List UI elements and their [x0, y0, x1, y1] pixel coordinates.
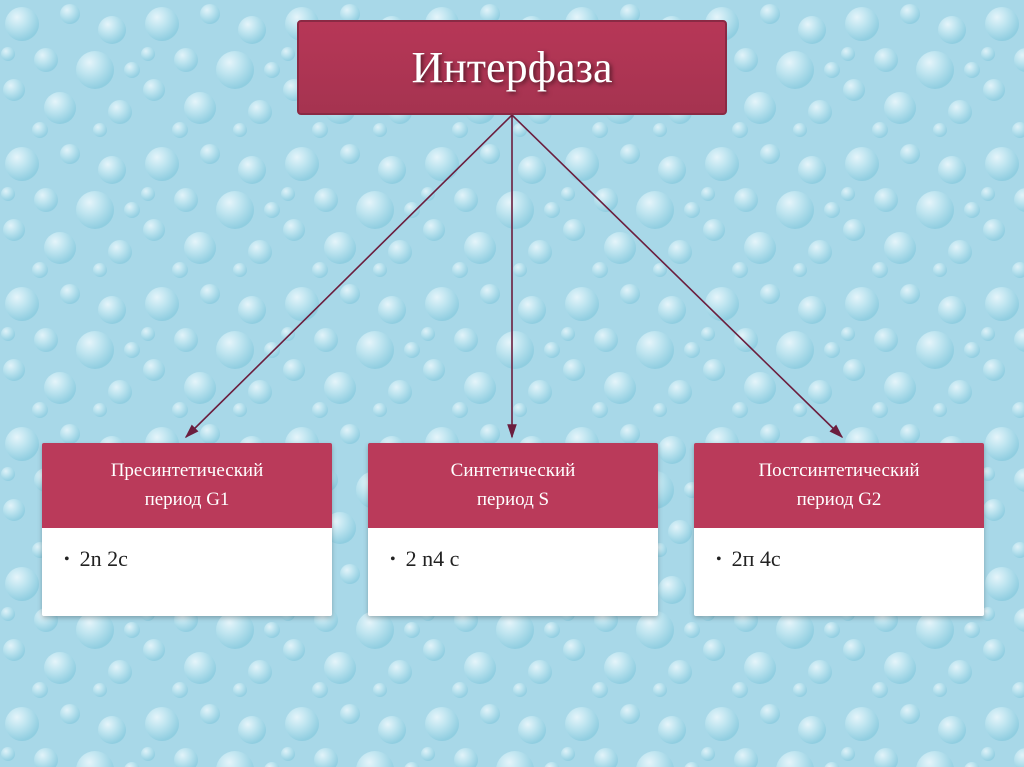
card-body-text: 2n 2c	[80, 546, 128, 572]
card-body: • 2n 2c	[42, 528, 332, 616]
connector-arrows	[0, 115, 1024, 445]
card-body: • 2 n4 c	[368, 528, 658, 616]
card-header: Пресинтетическийпериод G1	[42, 443, 332, 528]
child-node-2: Синтетическийпериод S • 2 n4 c	[368, 443, 658, 616]
root-node: Интерфаза	[297, 20, 727, 115]
card-header-line1: Пресинтетический	[50, 457, 324, 486]
child-node-3: Постсинтетическийпериод G2 • 2п 4с	[694, 443, 984, 616]
card-header: Постсинтетическийпериод G2	[694, 443, 984, 528]
card-header-line2: период G1	[50, 486, 324, 515]
card-header-line1: Постсинтетический	[702, 457, 976, 486]
card-header-line2: период G2	[702, 486, 976, 515]
bullet-icon: •	[64, 546, 70, 574]
card-header-line1: Синтетический	[376, 457, 650, 486]
card-body-text: 2п 4с	[732, 546, 781, 572]
root-title: Интерфаза	[411, 42, 612, 93]
bullet-icon: •	[716, 546, 722, 574]
card-body-text: 2 n4 c	[406, 546, 460, 572]
card-body: • 2п 4с	[694, 528, 984, 616]
diagram-content: Интерфаза Пресинтетическийпериод G1 • 2n 2…	[0, 0, 1024, 767]
child-node-1: Пресинтетическийпериод G1 • 2n 2c	[42, 443, 332, 616]
card-header: Синтетическийпериод S	[368, 443, 658, 528]
card-header-line2: период S	[376, 486, 650, 515]
bullet-icon: •	[390, 546, 396, 574]
